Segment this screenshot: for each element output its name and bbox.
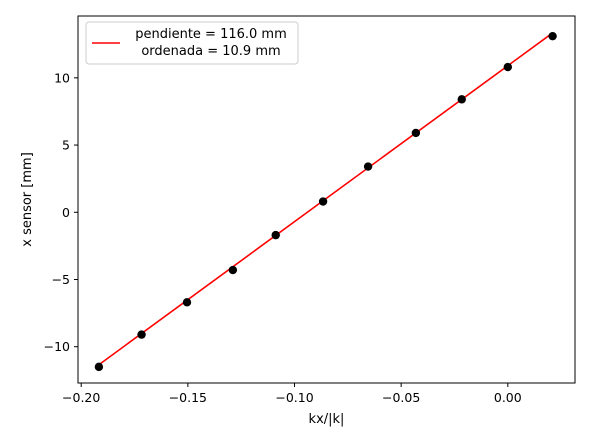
data-point-10 [503, 62, 513, 72]
plot-area [94, 31, 557, 372]
data-point-5 [271, 230, 280, 240]
data-point-1 [94, 362, 104, 372]
x-tick-label: 0.00 [494, 390, 522, 405]
x-tick-label: −0.05 [382, 390, 420, 405]
x-tick-label: −0.10 [275, 390, 313, 405]
y-tick-label: 0 [62, 205, 70, 220]
data-point-11 [548, 31, 557, 41]
y-axis-label: x sensor [mm] [20, 152, 35, 247]
legend-entry-line-2: ordenada = 10.9 mm [141, 44, 280, 59]
x-axis: −0.20 −0.15 −0.10 −0.05 0.00 [62, 383, 522, 405]
legend-box [85, 21, 299, 65]
data-point-3 [182, 298, 192, 307]
data-point-4 [228, 265, 238, 275]
y-axis: −10 −5 0 5 10 [44, 70, 78, 354]
legend-entry-line-1: pendiente = 116.0 mm [135, 27, 287, 42]
data-point-6 [318, 197, 328, 206]
legend: pendiente = 116.0 mm ordenada = 10.9 mm [85, 21, 299, 65]
x-tick-label: −0.15 [169, 390, 207, 405]
x-axis-label: kx/|k| [309, 412, 345, 427]
y-tick-label: −5 [52, 272, 70, 287]
data-point-8 [411, 128, 421, 138]
data-point-2 [137, 330, 146, 339]
y-tick-label: 10 [54, 70, 70, 85]
data-point-9 [457, 95, 466, 104]
y-tick-label: −10 [44, 339, 70, 354]
y-tick-label: 5 [62, 138, 70, 153]
data-point-7 [363, 162, 373, 171]
axes-frame [77, 15, 576, 384]
x-tick-label: −0.20 [62, 390, 100, 405]
